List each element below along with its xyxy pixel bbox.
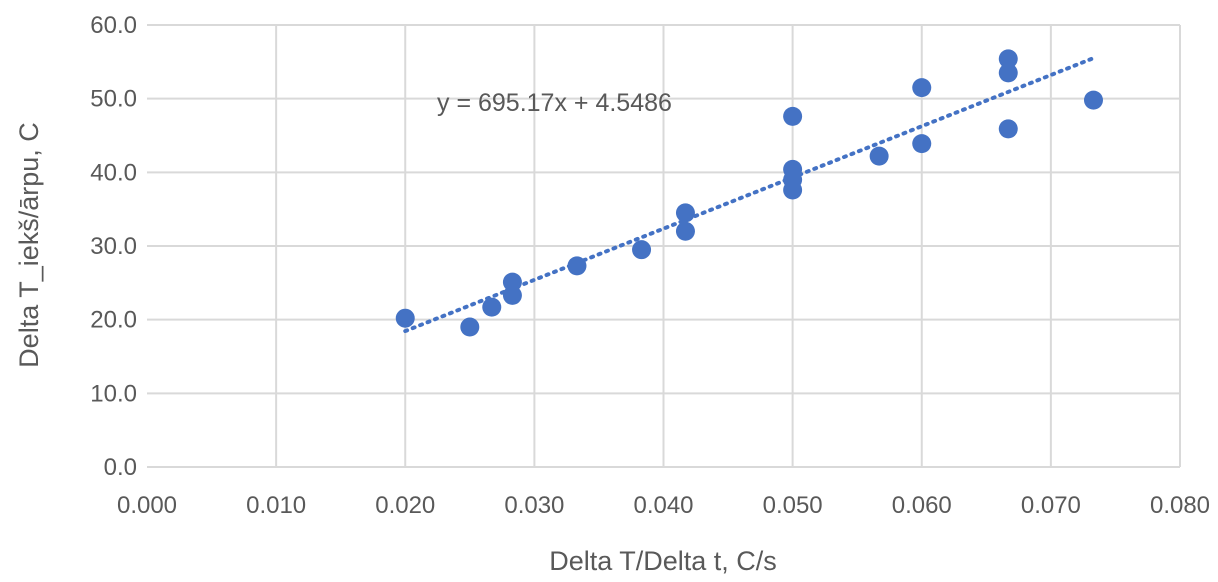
y-tick-label: 0.0 xyxy=(104,454,137,481)
data-point xyxy=(675,221,695,241)
x-tick-label: 0.060 xyxy=(892,492,952,519)
data-points xyxy=(395,49,1103,337)
data-point xyxy=(912,134,932,154)
x-tick-label: 0.020 xyxy=(375,492,435,519)
data-point xyxy=(998,119,1018,139)
x-tick-label: 0.010 xyxy=(246,492,306,519)
x-tick-label: 0.040 xyxy=(633,492,693,519)
y-tick-label: 60.0 xyxy=(90,12,137,39)
data-point xyxy=(482,297,502,317)
x-tick-label: 0.080 xyxy=(1150,492,1210,519)
data-point xyxy=(783,106,803,126)
data-point xyxy=(460,317,480,337)
y-tick-label: 10.0 xyxy=(90,380,137,407)
y-tick-label: 40.0 xyxy=(90,159,137,186)
x-tick-label: 0.050 xyxy=(763,492,823,519)
tick-labels: 0.000 0.010 0.020 0.030 0.040 0.050 0.060 0.070… xyxy=(90,12,1210,519)
y-tick-label: 50.0 xyxy=(90,86,137,113)
x-tick-label: 0.000 xyxy=(117,492,177,519)
data-point xyxy=(998,49,1018,69)
data-point xyxy=(1083,90,1103,110)
y-axis-title: Delta T_iekš/ārpu, C xyxy=(14,122,44,368)
data-point xyxy=(675,203,695,223)
y-tick-label: 30.0 xyxy=(90,233,137,260)
x-tick-label: 0.070 xyxy=(1021,492,1081,519)
data-point xyxy=(502,272,522,292)
data-point xyxy=(912,78,932,98)
x-axis-title: Delta T/Delta t, C/s xyxy=(549,546,777,576)
data-point xyxy=(998,63,1018,83)
trendline-equation-label: y = 695.17x + 4.5486 xyxy=(437,89,672,117)
x-tick-label: 0.030 xyxy=(504,492,564,519)
y-tick-label: 20.0 xyxy=(90,307,137,334)
data-point xyxy=(502,285,522,305)
data-point xyxy=(869,146,889,166)
data-point xyxy=(567,256,587,276)
data-point xyxy=(632,240,652,260)
data-point xyxy=(395,308,415,328)
data-point xyxy=(783,159,803,179)
gridlines xyxy=(147,24,1181,467)
